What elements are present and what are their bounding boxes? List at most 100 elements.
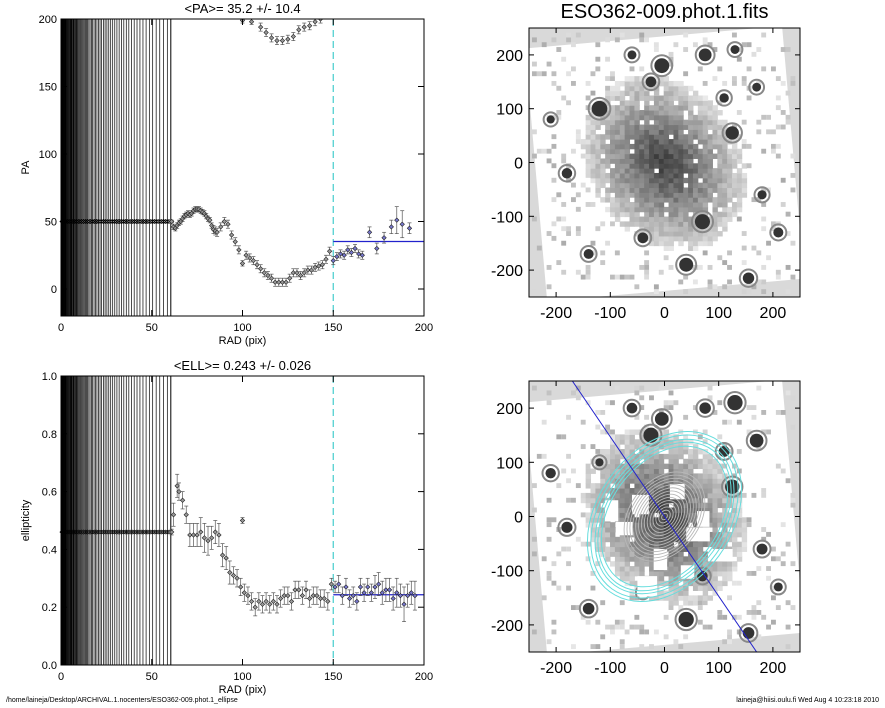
- noise-pixel: [614, 250, 620, 256]
- galaxy-pixel: [678, 551, 684, 557]
- galaxy-pixel: [624, 90, 631, 97]
- galaxy-pixel: [610, 561, 616, 567]
- galaxy-pixel: [673, 187, 679, 193]
- noise-pixel: [571, 197, 576, 203]
- galaxy-pixel: [688, 226, 694, 232]
- field-star: [756, 543, 768, 555]
- noise-pixel: [551, 221, 557, 227]
- galaxy-pixel: [624, 177, 631, 184]
- galaxy-pixel: [697, 449, 704, 455]
- galaxy-pixel: [590, 168, 596, 174]
- x-tick-label: 100: [233, 671, 251, 683]
- inner-ellipse: [655, 506, 674, 527]
- galaxy-pixel: [644, 192, 650, 198]
- galaxy-pixel: [692, 153, 699, 159]
- galaxy-pixel: [727, 497, 733, 504]
- galaxy-pixel: [736, 187, 743, 193]
- galaxy-pixel: [644, 158, 650, 164]
- galaxy-pixel: [736, 502, 743, 509]
- mask-block: [653, 549, 668, 571]
- noise-pixel: [590, 585, 596, 591]
- noise-pixel: [551, 143, 557, 149]
- galaxy-pixel: [634, 76, 640, 82]
- ell-data-point: [307, 589, 313, 608]
- noise-pixel: [775, 463, 781, 469]
- img1-title: ESO362-009.phot.1.fits: [561, 1, 769, 23]
- galaxy-pixel: [619, 90, 626, 97]
- galaxy-pixel: [600, 143, 606, 150]
- pa-data-point: [399, 210, 405, 239]
- noise-pixel: [571, 66, 576, 72]
- galaxy-pixel: [590, 531, 596, 538]
- galaxy-pixel: [683, 585, 689, 591]
- galaxy-pixel: [688, 206, 694, 213]
- noise-pixel: [541, 595, 547, 601]
- galaxy-pixel: [673, 468, 679, 474]
- galaxy-pixel: [595, 143, 601, 150]
- galaxy-pixel: [634, 158, 640, 164]
- noise-pixel: [610, 76, 615, 82]
- galaxy-pixel: [624, 507, 631, 513]
- field-star: [697, 570, 708, 582]
- noise-pixel: [785, 478, 791, 484]
- noise-pixel: [556, 434, 562, 440]
- noise-pixel: [683, 434, 689, 440]
- galaxy-pixel: [600, 182, 606, 189]
- galaxy-pixel: [595, 488, 601, 494]
- galaxy-pixel: [619, 124, 626, 130]
- galaxy-pixel: [644, 556, 650, 562]
- galaxy-pixel: [610, 153, 616, 159]
- galaxy-pixel: [600, 488, 606, 494]
- noise-pixel: [566, 561, 572, 567]
- ell-data-point: [209, 525, 215, 550]
- pa-data-point: [334, 252, 340, 261]
- galaxy-pixel: [649, 492, 655, 499]
- noise-pixel: [629, 595, 635, 601]
- galaxy-pixel: [624, 206, 631, 213]
- galaxy-pixel: [668, 458, 674, 465]
- galaxy-pixel: [595, 168, 601, 174]
- field-star: [637, 232, 649, 244]
- galaxy-pixel: [707, 473, 713, 479]
- galaxy-pixel: [639, 522, 645, 528]
- galaxy-pixel: [717, 512, 723, 518]
- galaxy-pixel: [605, 197, 611, 203]
- noise-pixel: [639, 32, 645, 38]
- galaxy-pixel: [649, 468, 655, 474]
- galaxy-pixel: [624, 439, 631, 445]
- galaxy-pixel: [741, 517, 748, 523]
- galaxy-pixel: [712, 536, 718, 543]
- galaxy-pixel: [649, 221, 655, 227]
- galaxy-pixel: [634, 197, 640, 203]
- galaxy-pixel: [678, 90, 684, 97]
- noise-pixel: [746, 143, 752, 149]
- noise-pixel: [571, 605, 576, 610]
- galaxy-pixel: [658, 527, 665, 533]
- galaxy-pixel: [649, 444, 655, 450]
- galaxy-pixel: [697, 95, 704, 101]
- ell-data-point: [299, 586, 306, 605]
- galaxy-pixel: [610, 134, 616, 140]
- field-star-halo: [542, 111, 559, 128]
- galaxy-pixel: [614, 473, 621, 479]
- galaxy-pixel: [658, 134, 665, 140]
- galaxy-pixel: [717, 172, 723, 179]
- noise-pixel: [707, 395, 713, 401]
- galaxy-pixel: [585, 478, 592, 484]
- galaxy-pixels: [531, 385, 796, 650]
- galaxy-pixel: [678, 206, 684, 213]
- ell-y-label: ellipticity: [20, 499, 32, 541]
- galaxy-pixel: [712, 566, 718, 572]
- galaxy-pixel: [619, 139, 626, 145]
- galaxy-pixel: [658, 512, 665, 518]
- field-star-halo: [752, 539, 772, 559]
- galaxy-pixel: [649, 522, 655, 528]
- noise-pixel: [663, 255, 669, 261]
- galaxy-pixel: [634, 105, 640, 111]
- galaxy-pixel: [712, 502, 718, 509]
- noise-pixel: [595, 424, 601, 430]
- noise-pixel: [702, 37, 708, 43]
- galaxy-pixel: [600, 517, 606, 523]
- y-tick-label: -200: [491, 618, 523, 635]
- pa-data-point: [337, 249, 344, 259]
